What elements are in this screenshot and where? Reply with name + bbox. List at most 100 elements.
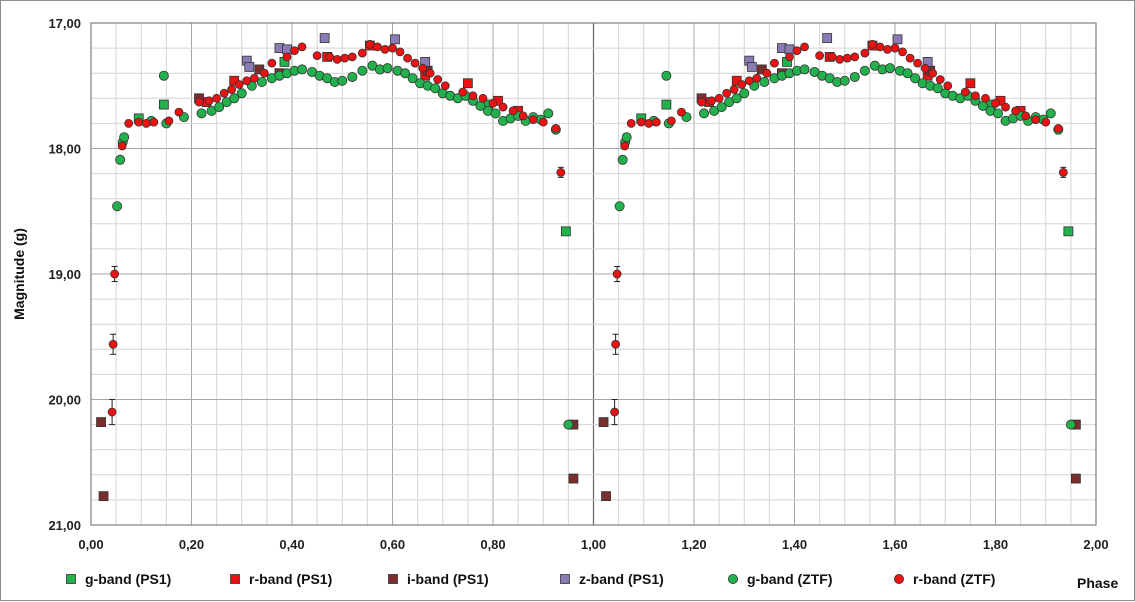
data-point — [913, 58, 923, 68]
legend-label: z-band (PS1) — [579, 571, 664, 587]
data-point — [440, 81, 450, 91]
y-tick-label: 19,00 — [48, 267, 81, 282]
data-point — [661, 99, 672, 110]
data-point — [124, 119, 134, 128]
x-tick-label: 1,40 — [782, 537, 807, 552]
data-point — [96, 417, 106, 427]
x-tick-label: 0,00 — [78, 537, 103, 552]
data-point — [611, 339, 621, 349]
data-point — [859, 65, 870, 76]
data-point — [890, 43, 900, 53]
x-tick-label: 1,80 — [983, 537, 1008, 552]
data-point — [610, 407, 620, 417]
data-point — [835, 54, 845, 64]
data-point — [620, 141, 630, 151]
data-point — [1011, 106, 1020, 116]
data-point — [242, 76, 252, 86]
data-point — [1063, 226, 1074, 237]
data-point — [219, 88, 229, 98]
data-point — [971, 91, 980, 101]
data-point — [332, 54, 342, 64]
data-point — [560, 226, 571, 237]
data-point — [234, 80, 244, 89]
series-4 — [241, 33, 933, 72]
data-point — [259, 68, 269, 78]
data-point — [716, 102, 727, 113]
data-point — [601, 491, 611, 502]
data-point — [875, 42, 885, 52]
data-point — [267, 58, 277, 68]
x-tick-label: 1,60 — [882, 537, 907, 552]
data-point — [699, 108, 710, 119]
data-point — [1001, 102, 1010, 112]
data-point — [636, 117, 646, 127]
data-point — [910, 73, 921, 84]
x-tick-label: 2,00 — [1083, 537, 1108, 552]
data-point — [746, 62, 757, 72]
data-point — [1058, 167, 1068, 177]
data-point — [236, 88, 247, 99]
legend-marker — [894, 574, 905, 585]
data-point — [965, 78, 976, 89]
data-point — [752, 73, 762, 83]
data-point — [347, 52, 357, 62]
data-point — [164, 116, 174, 126]
data-point — [677, 107, 686, 117]
legend: g-band (PS1) r-band (PS1) i-band (PS1) z-ba… — [66, 571, 995, 587]
data-point — [382, 63, 393, 74]
data-point — [932, 83, 943, 94]
data-point — [729, 85, 739, 94]
data-point — [110, 269, 120, 279]
data-point — [196, 108, 207, 119]
legend-label: g-band (ZTF) — [747, 571, 833, 587]
data-point — [98, 491, 109, 502]
data-point — [538, 117, 548, 127]
data-point — [991, 98, 1000, 108]
data-point — [403, 53, 412, 63]
data-point — [390, 34, 400, 45]
data-point — [556, 167, 566, 177]
grid-lines — [90, 22, 1097, 526]
data-point — [920, 63, 930, 73]
data-point — [860, 48, 870, 58]
legend-label: r-band (ZTF) — [913, 571, 995, 587]
data-point — [842, 53, 852, 63]
data-point — [425, 68, 435, 78]
data-points — [96, 33, 1081, 502]
data-point — [214, 102, 225, 113]
x-tick-label: 0,40 — [279, 537, 304, 552]
data-point — [849, 71, 860, 82]
data-point — [822, 33, 833, 43]
data-point — [194, 97, 204, 107]
data-point — [325, 52, 335, 62]
data-point — [1071, 473, 1081, 484]
data-point — [892, 34, 903, 45]
data-point — [468, 91, 478, 101]
data-point — [256, 76, 267, 87]
data-point — [410, 58, 420, 68]
data-point — [418, 63, 428, 73]
data-point — [800, 42, 809, 52]
data-point — [839, 75, 850, 86]
data-point — [107, 407, 117, 417]
data-point — [340, 53, 350, 63]
data-point — [707, 96, 716, 106]
data-point — [744, 76, 754, 86]
data-point — [1031, 115, 1041, 125]
series-6 — [107, 39, 1068, 426]
data-point — [943, 81, 953, 91]
data-point — [598, 417, 609, 427]
data-point — [928, 68, 938, 78]
data-point — [108, 339, 118, 349]
data-point — [792, 46, 802, 56]
data-point — [697, 97, 706, 107]
data-point — [158, 99, 169, 110]
y-tick-label: 21,00 — [48, 518, 81, 533]
y-tick-label: 18,00 — [48, 142, 81, 157]
x-tick-label: 1,00 — [581, 537, 606, 552]
data-point — [174, 107, 184, 117]
data-point — [902, 68, 913, 79]
data-point — [388, 43, 397, 53]
data-point — [614, 201, 625, 212]
